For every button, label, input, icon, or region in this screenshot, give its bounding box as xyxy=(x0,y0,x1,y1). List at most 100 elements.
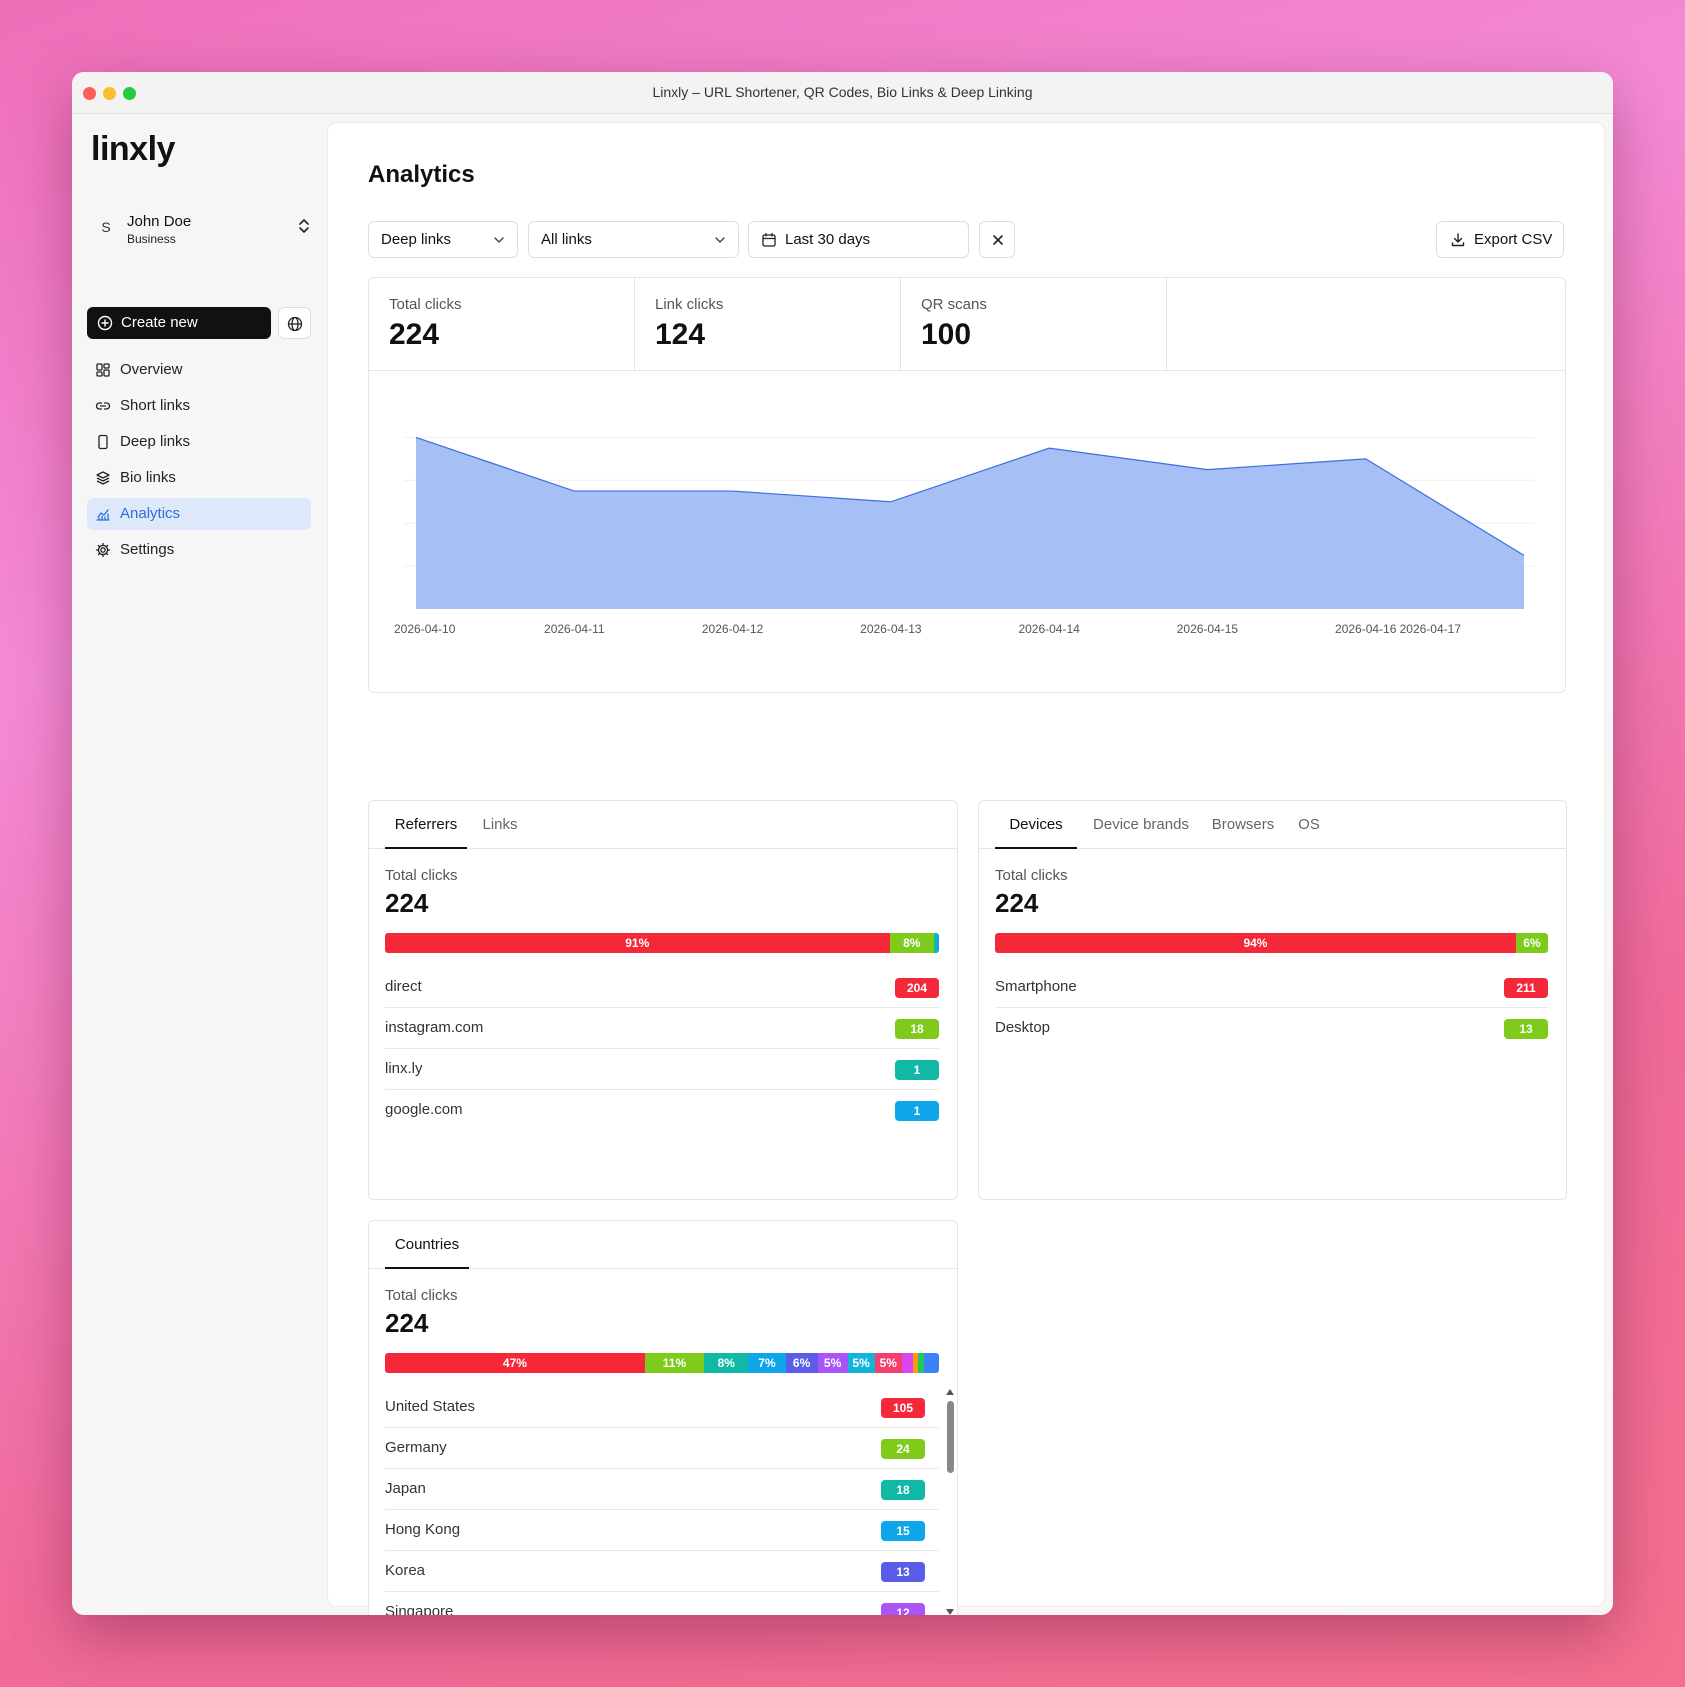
item-name: Korea xyxy=(385,1562,426,1579)
stat-value: 224 xyxy=(389,318,440,351)
bar-segment[interactable]: 11% xyxy=(644,1353,705,1373)
bar-segment[interactable] xyxy=(912,1353,919,1373)
total-clicks-value: 224 xyxy=(995,888,1039,918)
list-item[interactable]: linx.ly 1 xyxy=(385,1049,939,1090)
date-range-value: Last 30 days xyxy=(785,231,871,248)
chevron-up-down-icon xyxy=(299,219,309,233)
links-select[interactable]: All links xyxy=(528,221,739,258)
sidebar-item-analytics[interactable]: Analytics xyxy=(87,498,311,530)
layers-icon xyxy=(96,471,110,485)
bar-segment[interactable]: 6% xyxy=(1515,933,1548,953)
list-item[interactable]: direct 204 xyxy=(385,967,939,1008)
globe-icon xyxy=(287,316,303,332)
stat-value: 124 xyxy=(655,318,706,351)
stat-label: Link clicks xyxy=(655,296,724,313)
minimize-window-button[interactable] xyxy=(103,87,116,100)
globe-button[interactable] xyxy=(278,307,311,339)
link-type-value: Deep links xyxy=(381,231,452,248)
tab-os[interactable]: OS xyxy=(1298,816,1320,833)
bar-segment[interactable]: 8% xyxy=(704,1353,749,1373)
tab-countries[interactable]: Countries xyxy=(385,1221,469,1269)
main-content: Analytics Deep links All links Last 30 d… xyxy=(327,122,1605,1615)
total-clicks-label: Total clicks xyxy=(385,1287,458,1304)
export-csv-button[interactable]: Export CSV xyxy=(1436,221,1564,258)
bar-segment[interactable] xyxy=(901,1353,913,1373)
list-item[interactable]: Hong Kong 15 xyxy=(385,1510,939,1551)
count-badge: 13 xyxy=(881,1562,925,1582)
gear-icon xyxy=(95,542,111,558)
item-name: United States xyxy=(385,1398,476,1415)
item-name: Smartphone xyxy=(995,978,1077,995)
bar-segment[interactable]: 6% xyxy=(785,1353,818,1373)
distribution-bar: 94% 6% xyxy=(995,933,1548,953)
list-item[interactable]: Singapore 12 xyxy=(385,1592,939,1615)
tab-bar: Referrers Links xyxy=(369,801,957,849)
x-tick-label: 2026-04-12 xyxy=(702,622,764,636)
stat-qr-scans[interactable]: QR scans 100 xyxy=(901,278,1167,371)
total-clicks-value: 224 xyxy=(385,888,429,918)
series-area xyxy=(416,437,1524,609)
account-switcher[interactable]: S John Doe Business xyxy=(87,204,317,256)
tab-links[interactable]: Links xyxy=(482,816,518,833)
list-item[interactable]: Germany 24 xyxy=(385,1428,939,1469)
breakdown-list: United States 105 Germany 24 Japan 18 Hong Kon… xyxy=(385,1387,939,1615)
scroll-up-icon[interactable] xyxy=(946,1389,954,1395)
sidebar-item-label: Deep links xyxy=(120,433,191,450)
tab-devices[interactable]: Devices xyxy=(995,801,1077,849)
x-tick-label: 2026-04-15 xyxy=(1177,622,1239,636)
bar-segment[interactable]: 94% xyxy=(995,933,1516,953)
stat-link-clicks[interactable]: Link clicks 124 xyxy=(635,278,901,371)
bar-segment[interactable]: 7% xyxy=(748,1353,786,1373)
date-range-picker[interactable]: Last 30 days xyxy=(748,221,969,258)
list-item[interactable]: Desktop 13 xyxy=(995,1008,1548,1049)
bar-segment[interactable]: 8% xyxy=(889,933,935,953)
sidebar-item-overview[interactable]: Overview xyxy=(87,354,311,386)
breakdown-list: Smartphone 211 Desktop 13 xyxy=(995,967,1548,1049)
tab-referrers[interactable]: Referrers xyxy=(385,801,467,849)
grid-icon xyxy=(96,363,110,377)
bar-segment[interactable]: 47% xyxy=(385,1353,645,1373)
tab-browsers[interactable]: Browsers xyxy=(1211,816,1275,833)
tab-bar: Countries xyxy=(369,1221,957,1269)
item-name: Germany xyxy=(385,1439,447,1456)
maximize-window-button[interactable] xyxy=(123,87,136,100)
stat-total-clicks[interactable]: Total clicks 224 xyxy=(369,278,635,371)
distribution-bar: 47% 11% 8% 7% 6% 5% 5% 5% xyxy=(385,1353,939,1373)
bar-segment[interactable] xyxy=(923,1353,939,1373)
scrollbar[interactable] xyxy=(943,1387,957,1615)
list-item[interactable]: Korea 13 xyxy=(385,1551,939,1592)
link-type-select[interactable]: Deep links xyxy=(368,221,518,258)
list-item[interactable]: United States 105 xyxy=(385,1387,939,1428)
bar-segment[interactable]: 5% xyxy=(817,1353,848,1373)
link-icon xyxy=(95,402,111,410)
download-icon xyxy=(1451,233,1465,247)
close-window-button[interactable] xyxy=(83,87,96,100)
clear-filters-button[interactable] xyxy=(979,221,1015,258)
referrers-panel: Referrers Links Total clicks 224 91% 8% direct… xyxy=(368,800,958,1200)
list-item[interactable]: Japan 18 xyxy=(385,1469,939,1510)
scrollbar-thumb[interactable] xyxy=(947,1401,954,1473)
stat-label: Total clicks xyxy=(389,296,462,313)
bar-segment[interactable] xyxy=(918,1353,924,1373)
list-item[interactable]: instagram.com 18 xyxy=(385,1008,939,1049)
bar-segment[interactable]: 91% xyxy=(385,933,890,953)
tab-device-brands[interactable]: Device brands xyxy=(1093,816,1189,833)
sidebar-item-bio-links[interactable]: Bio links xyxy=(87,462,311,494)
bar-segment[interactable] xyxy=(934,933,937,953)
sidebar-item-settings[interactable]: Settings xyxy=(87,534,311,566)
item-name: Singapore xyxy=(385,1603,454,1615)
x-tick-label: 2026-04-11 xyxy=(544,622,605,636)
scroll-down-icon[interactable] xyxy=(946,1609,954,1615)
app-logo[interactable]: linxly xyxy=(91,130,175,168)
create-new-button[interactable]: Create new xyxy=(87,307,271,339)
calendar-icon xyxy=(762,232,776,247)
sidebar-item-short-links[interactable]: Short links xyxy=(87,390,311,422)
chevron-down-icon xyxy=(715,237,725,243)
sidebar-item-deep-links[interactable]: Deep links xyxy=(87,426,311,458)
bar-segment[interactable]: 5% xyxy=(847,1353,875,1373)
bar-segment[interactable]: 5% xyxy=(874,1353,902,1373)
sidebar-item-label: Overview xyxy=(120,361,183,378)
list-item[interactable]: Smartphone 211 xyxy=(995,967,1548,1008)
bar-segment[interactable] xyxy=(936,933,939,953)
list-item[interactable]: google.com 1 xyxy=(385,1090,939,1131)
